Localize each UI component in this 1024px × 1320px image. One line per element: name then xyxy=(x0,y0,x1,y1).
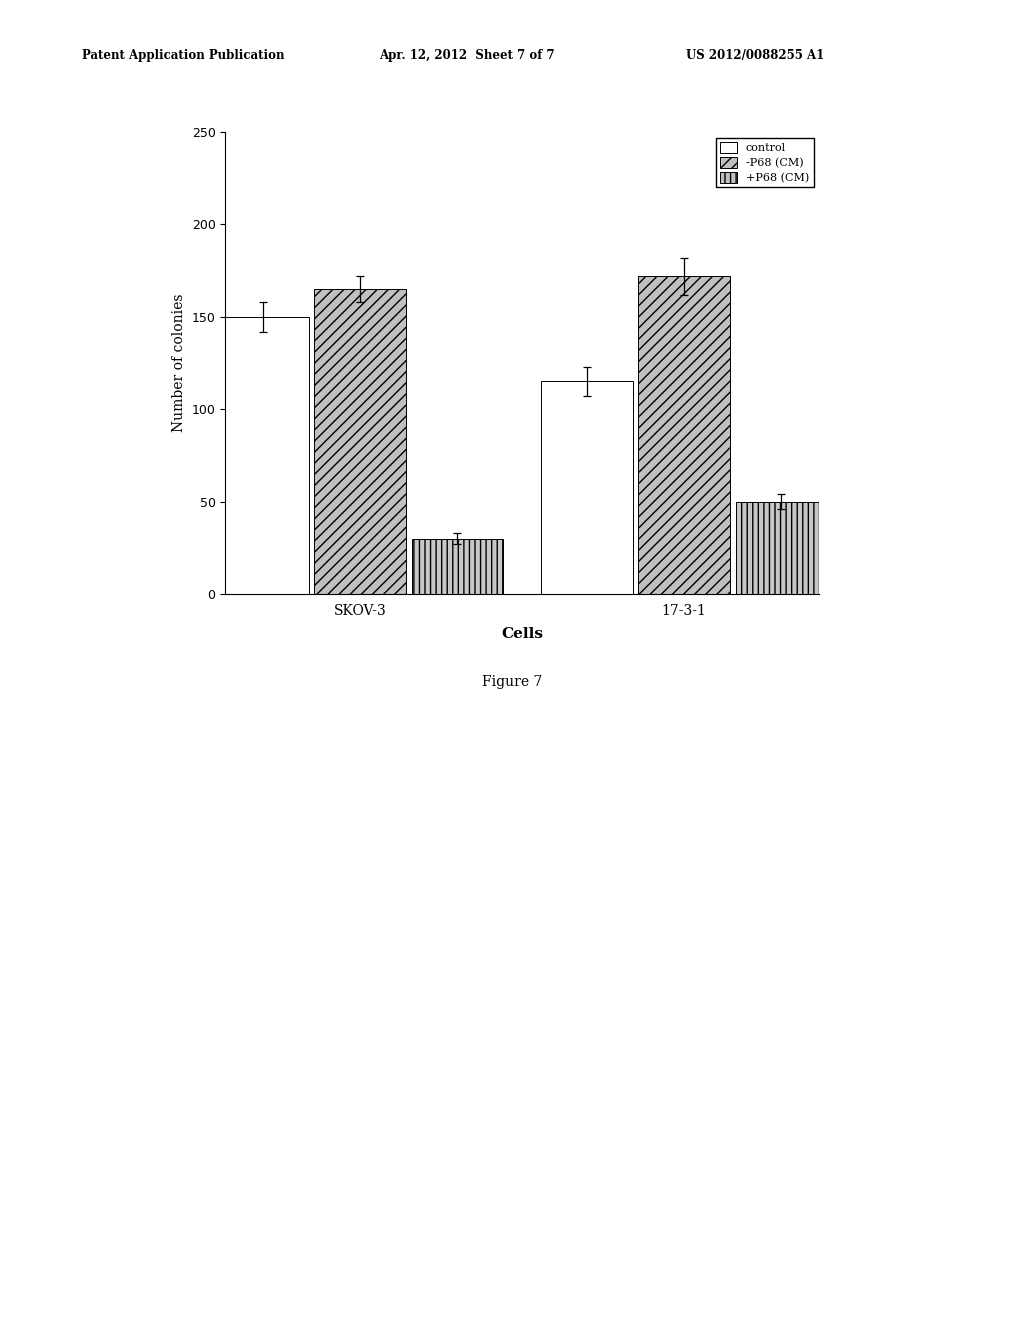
Bar xyxy=(314,289,407,594)
Text: Figure 7: Figure 7 xyxy=(482,676,542,689)
Text: Apr. 12, 2012  Sheet 7 of 7: Apr. 12, 2012 Sheet 7 of 7 xyxy=(379,49,555,62)
Text: Patent Application Publication: Patent Application Publication xyxy=(82,49,285,62)
X-axis label: Cells: Cells xyxy=(501,627,544,640)
Bar xyxy=(541,381,633,594)
Bar xyxy=(638,276,730,594)
Bar xyxy=(412,539,504,594)
Bar xyxy=(735,502,827,594)
Text: US 2012/0088255 A1: US 2012/0088255 A1 xyxy=(686,49,824,62)
Legend: control, -P68 (CM), +P68 (CM): control, -P68 (CM), +P68 (CM) xyxy=(716,137,814,187)
Y-axis label: Number of colonies: Number of colonies xyxy=(172,294,186,432)
Bar xyxy=(217,317,309,594)
